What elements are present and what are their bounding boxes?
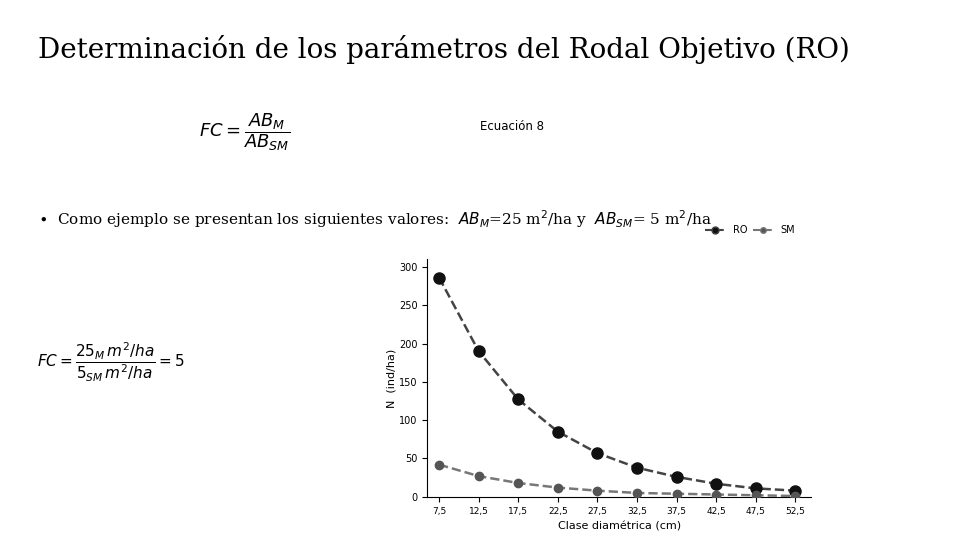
Text: Determinación de los parámetros del Rodal Objetivo (RO): Determinación de los parámetros del Roda… — [38, 35, 851, 64]
Text: $\mathit{FC} = \dfrac{\mathit{AB}_{M}}{\mathit{AB}_{SM}}$: $\mathit{FC} = \dfrac{\mathit{AB}_{M}}{\… — [200, 111, 290, 153]
Text: $\mathit{FC} = \dfrac{25_{M}\,m^{2}/ha}{5_{SM}\,m^{2}/ha} = 5$: $\mathit{FC} = \dfrac{25_{M}\,m^{2}/ha}{… — [36, 340, 184, 383]
Y-axis label: N  (ind/ha): N (ind/ha) — [386, 348, 396, 408]
Text: Ecuación 8: Ecuación 8 — [480, 120, 544, 133]
Legend: RO, SM: RO, SM — [702, 221, 799, 239]
Text: $\bullet$  Como ejemplo se presentan los siguientes valores:  $AB_M$=25 m$^2$/ha: $\bullet$ Como ejemplo se presentan los … — [38, 208, 712, 230]
X-axis label: Clase diamétrica (cm): Clase diamétrica (cm) — [558, 521, 681, 531]
